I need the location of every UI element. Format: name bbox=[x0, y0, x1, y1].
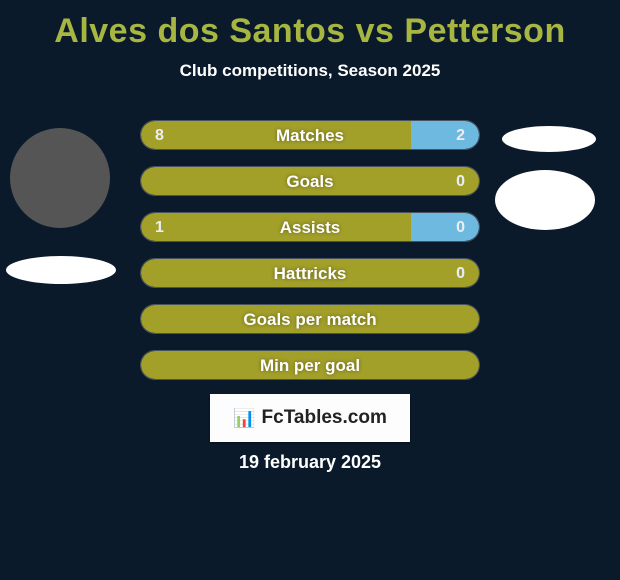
chart-icon: 📊 bbox=[233, 408, 255, 429]
player-left-shadow bbox=[6, 256, 116, 284]
logo-text: FcTables.com bbox=[262, 407, 387, 429]
stat-value-right: 2 bbox=[456, 121, 465, 150]
stat-value-left: 8 bbox=[155, 121, 164, 150]
stat-row: Hattricks0 bbox=[140, 258, 480, 288]
stat-row: Goals0 bbox=[140, 166, 480, 196]
player-right-avatar bbox=[495, 170, 595, 230]
stat-row: Goals per match bbox=[140, 304, 480, 334]
stat-row: Min per goal bbox=[140, 350, 480, 380]
player-left-avatar bbox=[10, 128, 110, 228]
stat-row: Assists1 0 bbox=[140, 212, 480, 242]
stat-label: Goals per match bbox=[141, 305, 479, 333]
stat-value-right: 0 bbox=[456, 167, 465, 196]
stat-value-right: 0 bbox=[456, 213, 465, 242]
date-label: 19 february 2025 bbox=[0, 452, 620, 473]
stat-label: Hattricks bbox=[141, 259, 479, 287]
stat-value-right: 0 bbox=[456, 259, 465, 288]
page-title: Alves dos Santos vs Petterson bbox=[0, 0, 620, 51]
stat-label: Goals bbox=[141, 167, 479, 195]
stat-label: Assists bbox=[141, 213, 479, 241]
stat-bars: Matches82Goals0Assists10Hattricks0Goals … bbox=[140, 120, 480, 396]
stat-row: Matches8 2 bbox=[140, 120, 480, 150]
stat-label: Matches bbox=[141, 121, 479, 149]
subtitle: Club competitions, Season 2025 bbox=[0, 61, 620, 81]
stat-label: Min per goal bbox=[141, 351, 479, 379]
source-logo: 📊 FcTables.com bbox=[210, 394, 410, 442]
stat-value-left: 1 bbox=[155, 213, 164, 242]
player-right-shadow bbox=[502, 126, 596, 152]
